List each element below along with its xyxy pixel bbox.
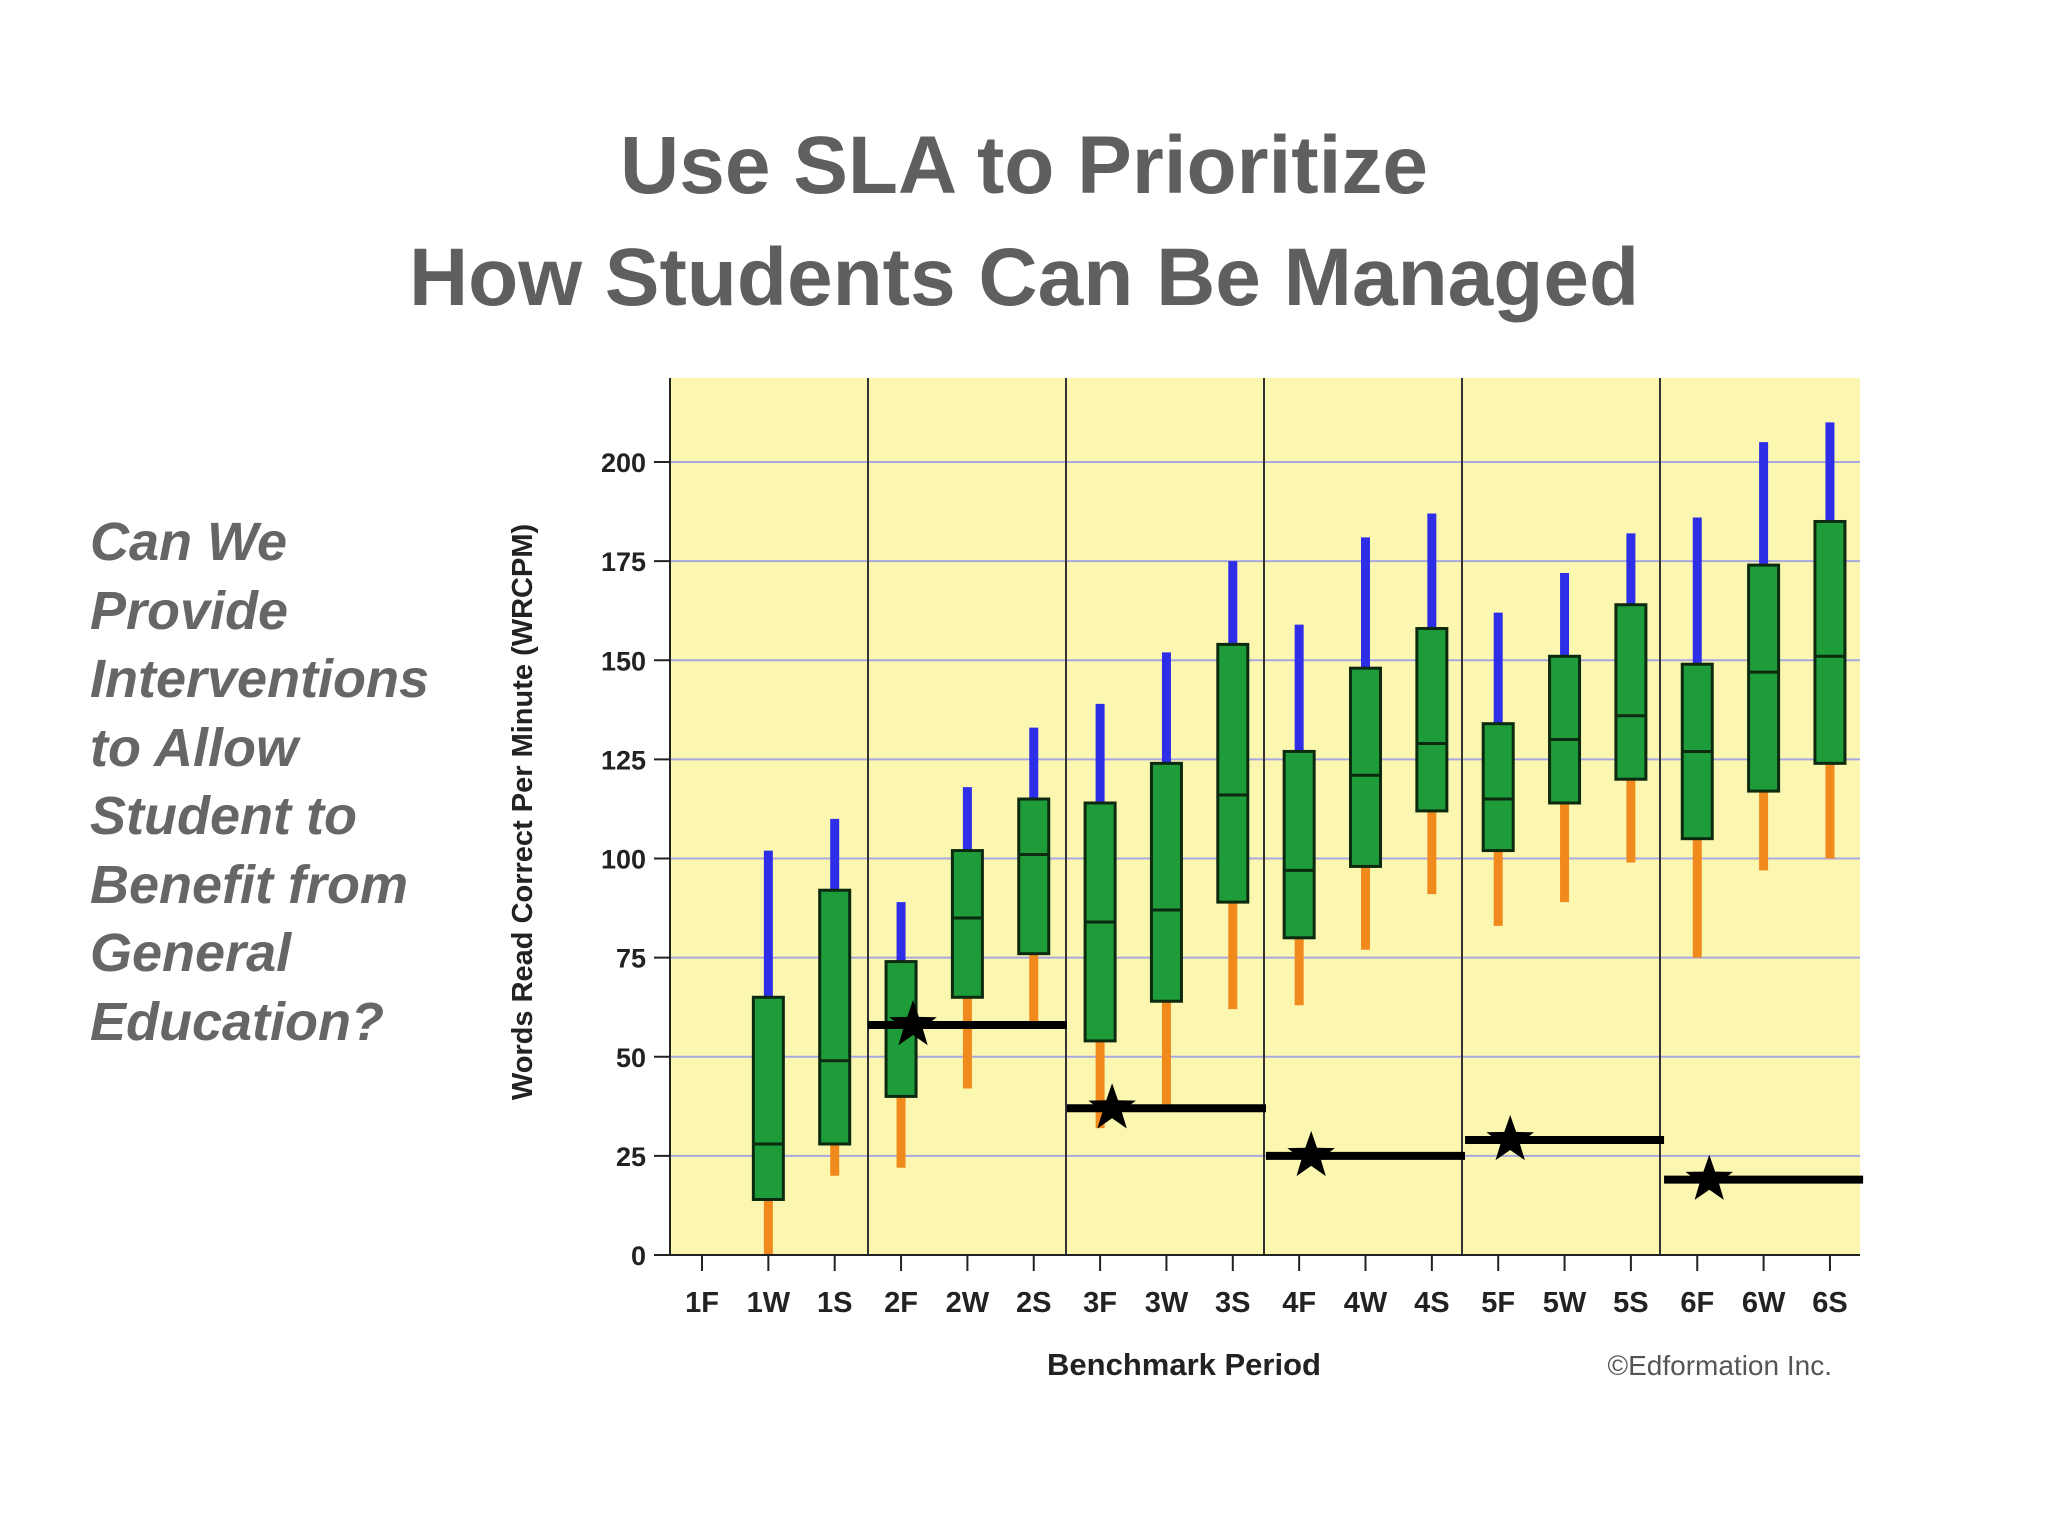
x-axis-label: Benchmark Period (1047, 1347, 1321, 1382)
side-line-3: Interventions (90, 649, 430, 709)
y-tick-label: 50 (616, 1043, 646, 1073)
x-tick-label: 3W (1145, 1287, 1189, 1319)
credit-text: ©Edformation Inc. (1607, 1350, 1832, 1381)
box-iqr (1813, 519, 1847, 765)
box-iqr (1415, 627, 1449, 813)
x-tick-label: 4F (1282, 1287, 1316, 1319)
box-iqr (1282, 749, 1316, 940)
side-line-6: Benefit from (90, 854, 409, 915)
target-star (889, 1000, 937, 1046)
box-iqr (1747, 563, 1781, 793)
box-iqr (1216, 642, 1250, 904)
x-tick-label: 5F (1481, 1287, 1515, 1319)
box-iqr (1349, 666, 1382, 868)
box-iqr (818, 888, 852, 1146)
side-line-1: Can We (90, 512, 288, 572)
x-tick-label: 3F (1083, 1287, 1117, 1319)
box-iqr (1481, 722, 1515, 853)
y-tick-label: 75 (616, 944, 646, 974)
x-tick-label: 6W (1742, 1287, 1786, 1319)
side-line-7: General (90, 923, 292, 983)
side-line-5: Student to (90, 786, 357, 846)
side-line-4: to Allow (90, 717, 298, 778)
x-tick-label: 1S (817, 1287, 852, 1319)
box-iqr (1017, 797, 1051, 956)
box-iqr (1149, 761, 1183, 1003)
x-tick-label: 6S (1812, 1287, 1847, 1319)
x-tick-label: 2F (884, 1287, 918, 1319)
y-tick-label: 100 (601, 845, 646, 875)
y-tick-label: 150 (601, 646, 646, 676)
title-line-1: Use SLA to Prioritize (620, 120, 1428, 211)
slide-title: Use SLA to Prioritize How Students Can B… (0, 110, 2048, 334)
side-line-2: Provide (90, 580, 289, 641)
y-tick-label: 0 (631, 1241, 646, 1271)
target-star (1486, 1115, 1534, 1161)
target-star (1685, 1154, 1733, 1200)
x-tick-label: 1W (747, 1287, 791, 1319)
box-iqr (1548, 654, 1582, 805)
x-tick-label: 5W (1543, 1287, 1587, 1319)
side-question: Can We Provide Interventions to Allow St… (90, 508, 510, 1056)
box-iqr (1614, 603, 1648, 781)
y-tick-label: 200 (601, 448, 646, 478)
x-tick-label: 6F (1680, 1287, 1714, 1319)
title-line-2: How Students Can Be Managed (408, 232, 1640, 323)
target-star (1088, 1083, 1136, 1129)
x-tick-label: 5S (1613, 1287, 1648, 1319)
x-tick-label: 2W (946, 1287, 990, 1319)
target-star (1287, 1130, 1335, 1177)
side-line-8: Education? (90, 991, 384, 1052)
y-tick-label: 125 (601, 745, 646, 775)
x-tick-label: 4S (1414, 1287, 1449, 1319)
x-tick-label: 2S (1016, 1287, 1051, 1319)
box-iqr (950, 849, 984, 999)
x-tick-label: 4W (1344, 1287, 1388, 1319)
x-tick-label: 1F (685, 1287, 719, 1319)
y-tick-label: 175 (601, 547, 646, 577)
y-axis-label: Words Read Correct Per Minute (WRCPM) (507, 524, 539, 1100)
x-tick-label: 3S (1215, 1287, 1250, 1319)
y-tick-label: 25 (616, 1142, 646, 1172)
box-iqr (751, 995, 785, 1201)
